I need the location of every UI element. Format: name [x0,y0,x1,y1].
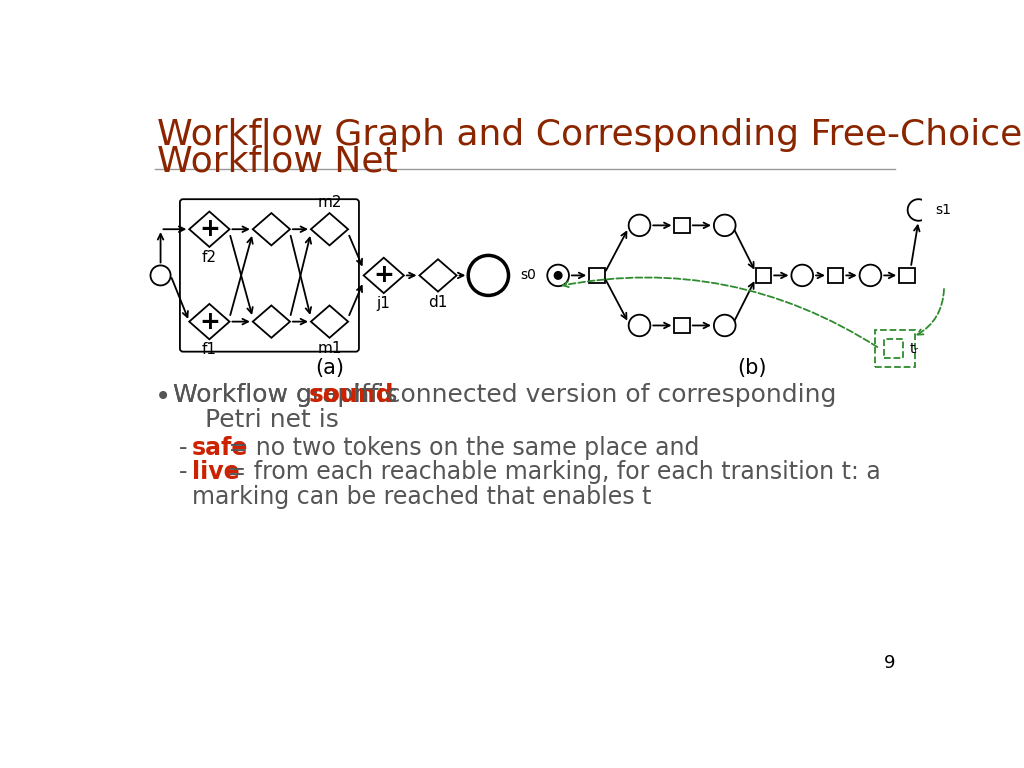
Circle shape [714,315,735,336]
Text: sound: sound [308,383,394,407]
Text: s1: s1 [936,203,951,217]
Circle shape [933,265,955,286]
Text: f2: f2 [202,250,217,265]
Text: safe: safe [191,435,248,459]
Polygon shape [253,306,290,338]
Bar [827,268,844,283]
Bar [675,318,690,333]
Text: tᵣ: tᵣ [909,342,919,356]
Text: Workflow Graph and Corresponding Free-Choice: Workflow Graph and Corresponding Free-Ch… [158,118,1023,151]
Circle shape [554,272,562,280]
Polygon shape [253,213,290,246]
Bar [589,268,604,283]
Text: d1: d1 [428,295,447,310]
Text: Workflow graph is: Workflow graph is [173,383,406,407]
Text: = no two tokens on the same place and: = no two tokens on the same place and [221,435,699,459]
Circle shape [547,265,569,286]
Text: +: + [374,263,394,287]
Circle shape [714,214,735,236]
FancyBboxPatch shape [180,199,359,352]
Text: (a): (a) [315,358,344,378]
Text: f1: f1 [202,343,217,357]
Text: Workflow graph is: Workflow graph is [173,383,406,407]
Circle shape [859,265,882,286]
Text: •: • [155,383,171,411]
Text: -: - [178,460,186,484]
Text: (b): (b) [737,358,767,378]
Polygon shape [420,260,457,292]
Text: Workflow Net: Workflow Net [158,144,398,178]
Text: marking can be reached that enables t: marking can be reached that enables t [191,485,651,509]
Circle shape [907,199,930,220]
Circle shape [629,315,650,336]
Polygon shape [189,304,229,339]
Text: -: - [178,435,186,459]
Text: +: + [199,310,220,333]
Bar [675,217,690,233]
Text: s0: s0 [521,269,537,283]
Bar [899,268,914,283]
Circle shape [792,265,813,286]
Text: Petri net is: Petri net is [173,408,339,432]
Text: j1: j1 [377,296,391,311]
Bar [756,268,771,283]
Polygon shape [311,306,348,338]
Polygon shape [364,258,403,293]
Circle shape [468,256,509,296]
Circle shape [151,266,171,286]
Text: +: + [199,217,220,241]
Bar [885,339,903,358]
Text: = from each reachable marking, for each transition t: a: = from each reachable marking, for each … [219,460,881,484]
Text: 9: 9 [884,654,895,672]
Text: iff connected version of corresponding: iff connected version of corresponding [346,383,837,407]
Text: live: live [191,460,240,484]
Text: m1: m1 [317,341,342,356]
Text: m2: m2 [317,195,342,210]
Polygon shape [311,213,348,246]
Polygon shape [189,211,229,247]
Circle shape [629,214,650,236]
